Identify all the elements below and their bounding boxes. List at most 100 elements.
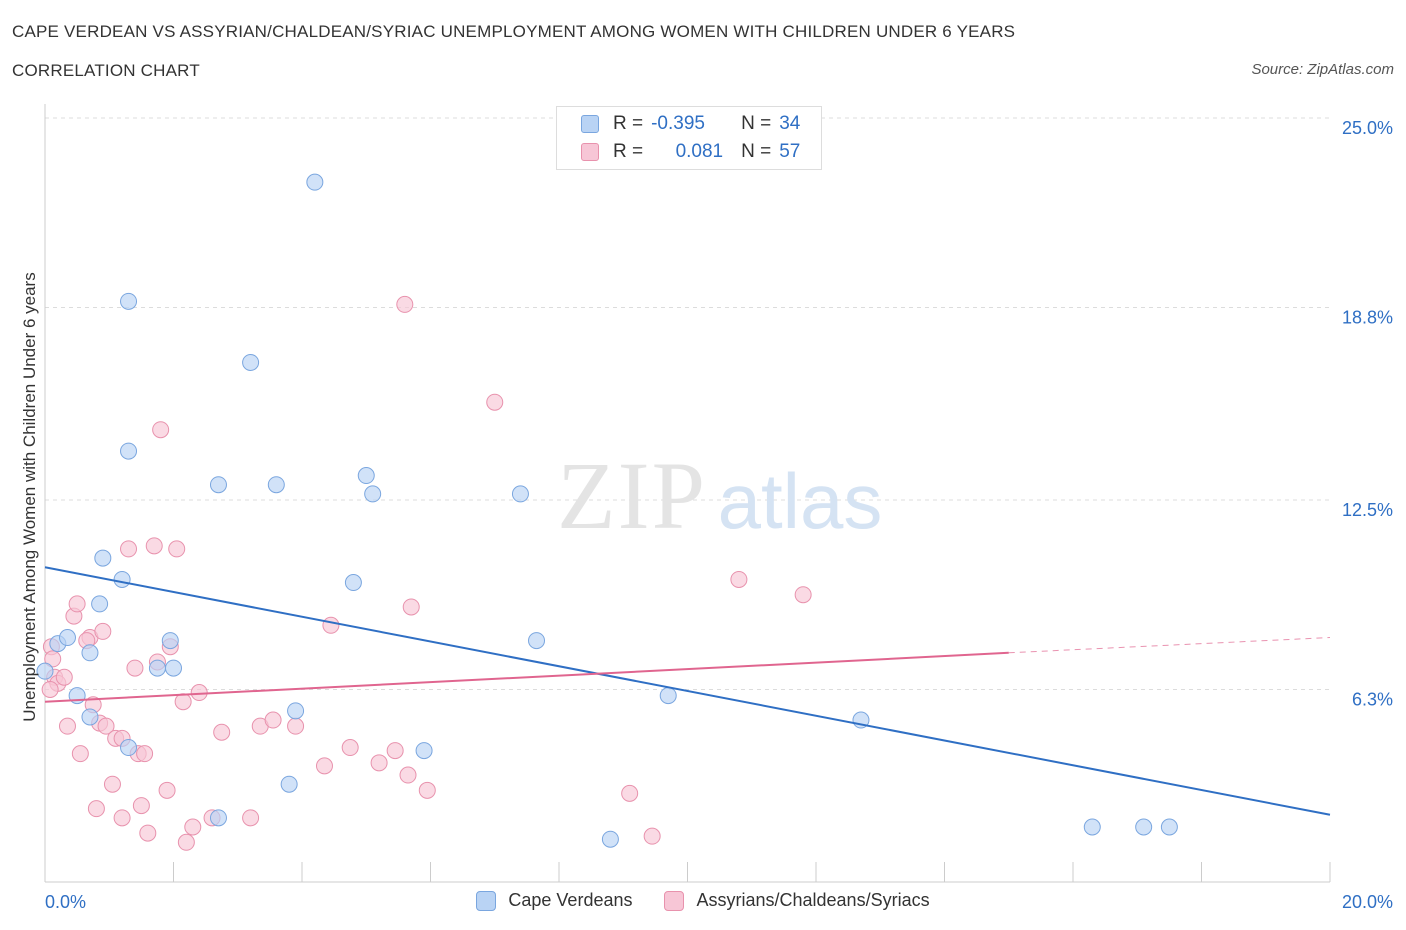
assyrian-point bbox=[386, 742, 404, 760]
cape-verdean-point bbox=[94, 549, 112, 567]
assyrian-point bbox=[132, 797, 150, 815]
watermark-zip: ZIP bbox=[557, 442, 707, 549]
assyrian-point bbox=[68, 595, 86, 613]
r-value: 0.081 bbox=[675, 141, 724, 162]
series-legend: Cape Verdeans Assyrians/Chaldeans/Syriac… bbox=[0, 890, 1406, 911]
assyrian-trend-line bbox=[44, 651, 1009, 703]
source-credit: Source: ZipAtlas.com bbox=[1251, 61, 1394, 78]
trend-lines bbox=[44, 566, 1331, 816]
assyrian-point bbox=[402, 598, 420, 616]
assyrian-point bbox=[315, 757, 333, 775]
assyrian-point bbox=[41, 680, 59, 698]
assyrian-point bbox=[396, 295, 414, 313]
assyrian-point bbox=[399, 766, 417, 784]
tick-labels: 6.3% 12.5% 18.8% 25.0% 0.0% 20.0% bbox=[45, 118, 1393, 912]
cape-verdean-point bbox=[58, 629, 76, 647]
assyrian-point bbox=[287, 717, 305, 735]
cape-verdean-point bbox=[528, 632, 546, 650]
cape-verdean-point bbox=[1083, 818, 1101, 836]
cape-verdean-point bbox=[344, 574, 362, 592]
assyrian-point bbox=[322, 616, 340, 634]
cape-verdean-trend-line bbox=[44, 566, 1331, 816]
r-label: R = bbox=[613, 113, 644, 134]
assyrian-point bbox=[136, 745, 154, 763]
assyrian-point bbox=[152, 421, 170, 439]
n-value: 57 bbox=[779, 141, 801, 162]
assyrian-point bbox=[168, 540, 186, 558]
cape-verdean-point bbox=[161, 632, 179, 650]
legend-swatch-blue bbox=[581, 115, 599, 133]
legend-row-blue: R = -0.395 N = 34 bbox=[581, 112, 800, 136]
chart-subtitle: CORRELATION CHART bbox=[12, 61, 200, 80]
assyrian-point bbox=[190, 684, 208, 702]
assyrian-point bbox=[213, 723, 231, 741]
axes bbox=[44, 104, 1331, 883]
assyrian-point bbox=[370, 754, 388, 772]
y-tick-label: 12.5% bbox=[1342, 500, 1393, 520]
assyrian-point bbox=[242, 809, 260, 827]
n-label: N = bbox=[741, 141, 772, 162]
cape-verdean-point bbox=[120, 739, 138, 757]
assyrian-point bbox=[486, 393, 504, 411]
assyrian-point bbox=[55, 668, 73, 686]
assyrian-point bbox=[58, 717, 76, 735]
chart-title: CAPE VERDEAN VS ASSYRIAN/CHALDEAN/SYRIAC… bbox=[12, 22, 1016, 41]
n-label: N = bbox=[741, 113, 772, 134]
assyrian-point bbox=[174, 693, 192, 711]
assyrian-point bbox=[621, 784, 639, 802]
cape-verdean-point bbox=[659, 687, 677, 705]
watermark-atlas: atlas bbox=[718, 457, 883, 545]
cape-verdean-point bbox=[81, 708, 99, 726]
cape-verdean-point bbox=[113, 570, 131, 588]
r-label: R = bbox=[613, 141, 644, 162]
cape-verdean-point bbox=[91, 595, 109, 613]
assyrian-point bbox=[139, 824, 157, 842]
assyrian-point bbox=[418, 781, 436, 799]
legend-swatch-pink bbox=[664, 890, 685, 911]
assyrian-point bbox=[113, 809, 131, 827]
data-points bbox=[36, 173, 1178, 851]
legend-label: Assyrians/Chaldeans/Syriacs bbox=[696, 890, 930, 910]
cape-verdean-point bbox=[120, 442, 138, 460]
cape-verdean-point bbox=[120, 292, 138, 310]
cape-verdean-point bbox=[357, 467, 375, 485]
assyrian-point bbox=[87, 800, 105, 818]
y-tick-label: 25.0% bbox=[1342, 118, 1393, 138]
assyrian-point bbox=[97, 717, 115, 735]
cape-verdean-point bbox=[1160, 818, 1178, 836]
cape-verdean-point bbox=[148, 659, 166, 677]
assyrian-point bbox=[643, 827, 661, 845]
legend-swatch-pink bbox=[581, 143, 599, 161]
assyrian-point bbox=[120, 540, 138, 558]
cape-verdean-point bbox=[1135, 818, 1153, 836]
r-value: -0.395 bbox=[651, 113, 705, 134]
y-tick-label: 6.3% bbox=[1352, 689, 1393, 709]
watermark: ZIP atlas bbox=[557, 442, 882, 549]
cape-verdean-point bbox=[415, 742, 433, 760]
assyrian-point bbox=[71, 745, 89, 763]
assyrian-point bbox=[341, 739, 359, 757]
assyrian-point bbox=[730, 570, 748, 588]
assyrian-point bbox=[264, 711, 282, 729]
assyrian-point bbox=[794, 586, 812, 604]
cape-verdean-point bbox=[280, 775, 298, 793]
assyrian-point bbox=[94, 622, 112, 640]
cape-verdean-point bbox=[242, 353, 260, 371]
cape-verdean-point bbox=[511, 485, 529, 503]
cape-verdean-point bbox=[601, 830, 619, 848]
n-value: 34 bbox=[779, 113, 801, 134]
assyrian-point bbox=[44, 650, 62, 668]
legend-item-assyrians[interactable]: Assyrians/Chaldeans/Syriacs bbox=[664, 890, 930, 911]
x-tick-label: 20.0% bbox=[1342, 892, 1393, 912]
assyrian-point bbox=[145, 537, 163, 555]
assyrian-trend-extension bbox=[1008, 637, 1331, 654]
cape-verdean-point bbox=[165, 659, 182, 677]
cape-verdean-point bbox=[306, 173, 324, 191]
cape-verdean-point bbox=[364, 485, 382, 503]
x-tick-label: 0.0% bbox=[45, 892, 86, 912]
legend-item-cape-verdeans[interactable]: Cape Verdeans bbox=[476, 890, 632, 911]
legend-row-pink: R = 0.081 N = 57 bbox=[581, 140, 800, 164]
cape-verdean-point bbox=[287, 702, 305, 720]
legend-label: Cape Verdeans bbox=[508, 890, 633, 910]
